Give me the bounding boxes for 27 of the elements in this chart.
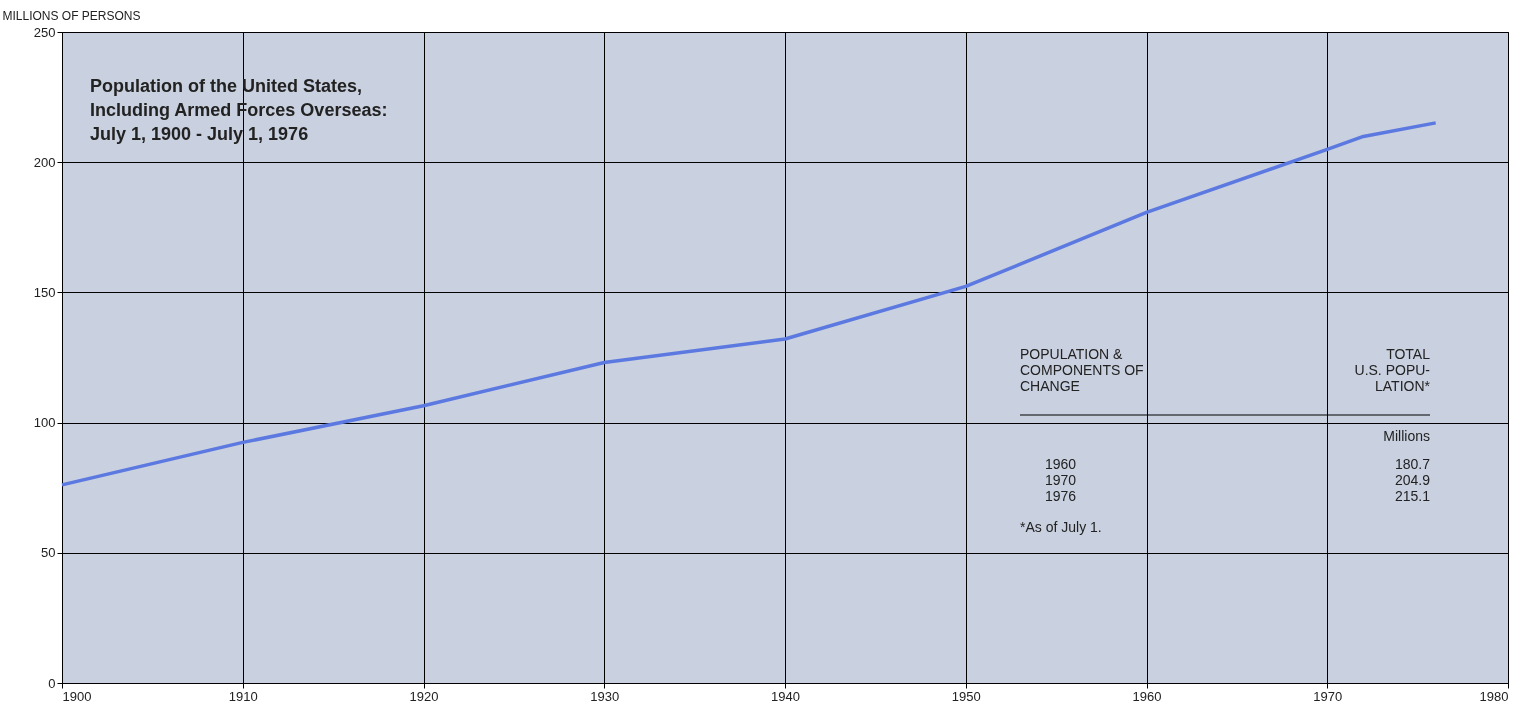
annotation: 1960 [1045,456,1077,472]
y-tick-label: 50 [41,545,56,561]
annotation: 204.9 [1394,472,1431,488]
y-tick-label: 0 [48,675,56,691]
annotation: TOTAL U.S. POPU- LATION* [1354,346,1431,394]
x-tick-label: 1930 [590,688,620,704]
y-tick-label: 200 [33,154,56,170]
y-tick-label: 100 [33,415,56,431]
y-tick-label: 150 [33,284,56,300]
x-tick-label: 1920 [409,688,439,704]
annotation: 1970 [1045,472,1077,488]
x-tick-label: 1960 [1132,688,1162,704]
x-tick-label: 1910 [228,688,258,704]
line-series [60,121,1438,487]
x-tick-label: 1980 [1479,688,1509,704]
y-tick-label: 250 [33,24,56,40]
annotation: 180.7 [1394,456,1431,472]
annotation: Millions [1383,428,1430,444]
x-tick-label: 1940 [771,688,800,704]
x-tick-label: 1950 [951,688,981,704]
annotation: 1976 [1045,488,1077,504]
annotation: *As of July 1. [1020,519,1102,535]
x-tick-label: 1970 [1313,688,1343,704]
annotation: 215.1 [1394,488,1431,504]
x-tick-label: 1900 [62,688,92,704]
y-axis-title: MILLIONS OF PERSONS [2,8,141,23]
annotation: POPULATION & COMPONENTS OF CHANGE [1020,346,1144,394]
